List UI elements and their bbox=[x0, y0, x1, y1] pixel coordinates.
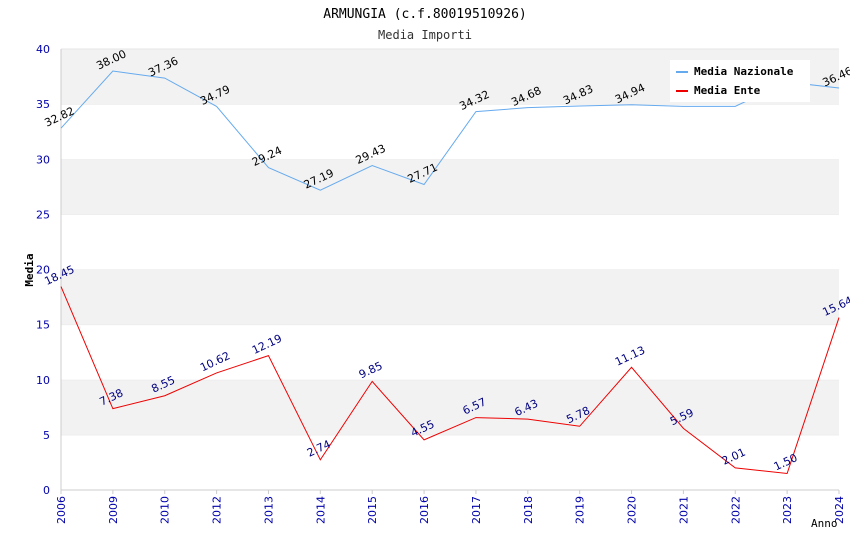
legend-label: Media Nazionale bbox=[694, 65, 794, 78]
y-tick-label: 25 bbox=[36, 208, 50, 221]
y-tick-label: 0 bbox=[43, 484, 50, 497]
legend-box bbox=[670, 60, 810, 102]
grid-band bbox=[61, 379, 839, 435]
x-axis: 2006 2009 2010 2012 2013 2014 2015 2016 2017 2018… bbox=[55, 490, 846, 524]
x-tick-label: 2015 bbox=[366, 496, 379, 524]
chart-title: ARMUNGIA (c.f.80019510926) bbox=[323, 7, 527, 22]
x-tick-label: 2021 bbox=[677, 496, 690, 524]
series-line-media-ente bbox=[60, 286, 840, 475]
y-tick-label: 10 bbox=[36, 374, 50, 387]
background-bands bbox=[60, 48, 839, 491]
x-tick-label: 2016 bbox=[418, 496, 431, 524]
y-tick-label: 30 bbox=[36, 153, 50, 166]
x-tick-label: 2018 bbox=[522, 496, 535, 524]
x-tick-label: 2023 bbox=[781, 496, 794, 524]
grid-band bbox=[61, 104, 839, 160]
x-tick-label: 2019 bbox=[574, 496, 587, 524]
y-tick-label: 20 bbox=[36, 264, 50, 277]
y-tick-label: 40 bbox=[36, 43, 50, 56]
y-tick-label: 5 bbox=[43, 429, 50, 442]
x-axis-label: Anno bbox=[811, 517, 838, 530]
x-tick-label: 2020 bbox=[626, 496, 639, 524]
x-tick-label: 2010 bbox=[159, 496, 172, 524]
grid-band bbox=[61, 159, 839, 215]
grid-band bbox=[61, 214, 839, 270]
legend: Media Nazionale Media Ente bbox=[670, 60, 810, 102]
x-tick-label: 2012 bbox=[211, 496, 224, 524]
x-tick-label: 2024 bbox=[833, 496, 846, 524]
y-axis: 0 5 10 15 20 25 30 35 40 bbox=[36, 43, 50, 497]
x-tick-label: 2006 bbox=[55, 496, 68, 524]
x-tick-label: 2017 bbox=[470, 496, 483, 524]
grid-band bbox=[61, 324, 839, 380]
grid-band bbox=[61, 269, 839, 325]
grid-band bbox=[61, 434, 839, 490]
x-tick-label: 2022 bbox=[729, 496, 742, 524]
x-tick-label: 2009 bbox=[107, 496, 120, 524]
series-line-media-nazionale bbox=[60, 70, 840, 191]
chart-subtitle: Media Importi bbox=[378, 28, 472, 42]
x-tick-label: 2013 bbox=[262, 496, 275, 524]
y-axis-label: Media bbox=[23, 253, 36, 286]
x-tick-label: 2014 bbox=[314, 496, 327, 524]
y-tick-label: 15 bbox=[36, 319, 50, 332]
y-tick-label: 35 bbox=[36, 98, 50, 111]
legend-label: Media Ente bbox=[694, 84, 761, 97]
